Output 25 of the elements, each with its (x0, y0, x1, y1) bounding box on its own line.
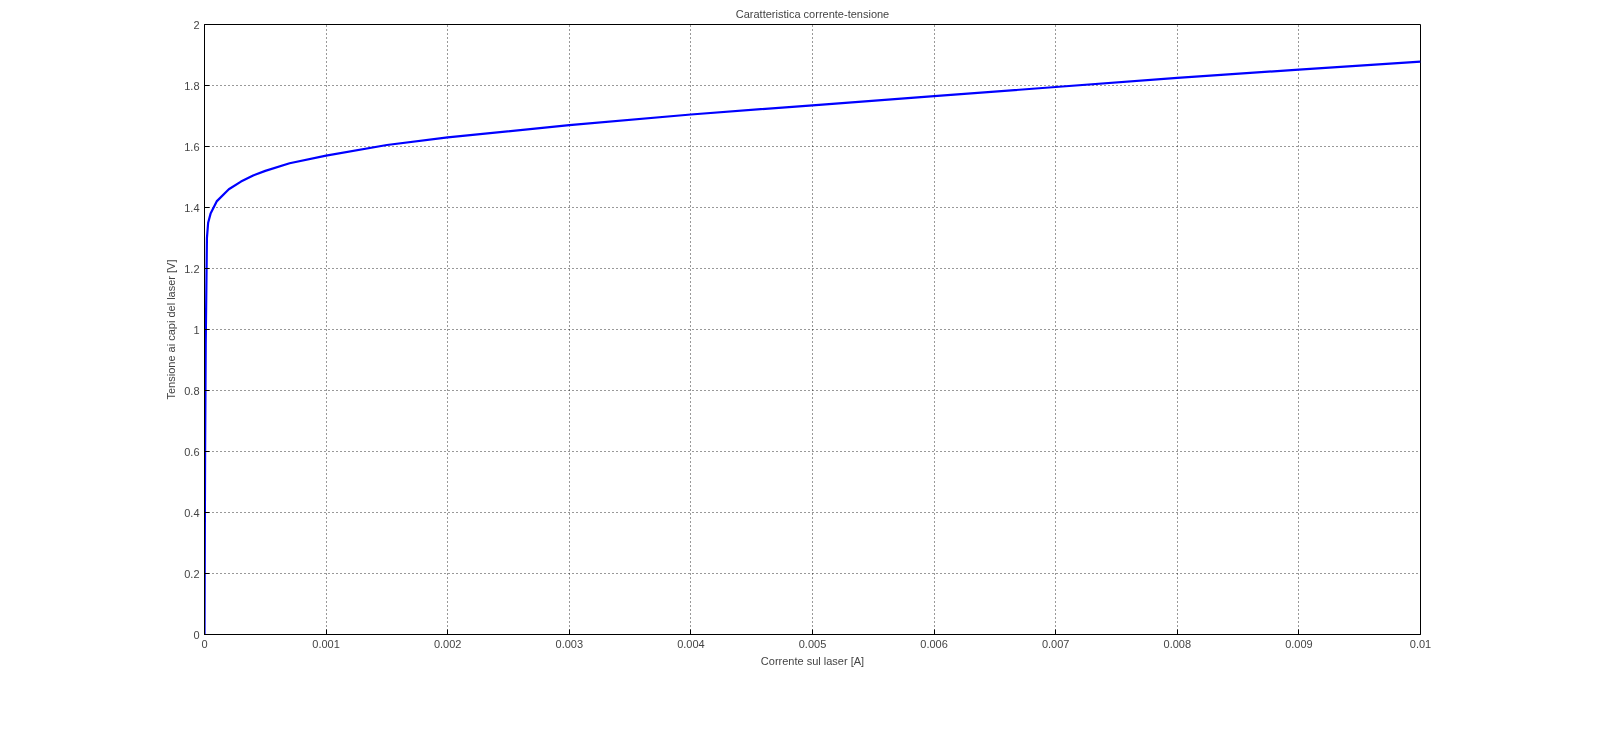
x-tick-label: 0.002 (433, 637, 462, 650)
y-tick-label: 1.4 (184, 201, 200, 214)
x-tick-label: 0.004 (677, 637, 705, 650)
x-tick-label: 0.009 (1285, 637, 1313, 650)
y-tick-label: 1 (193, 323, 200, 336)
x-tick-label: 0.01 (1409, 637, 1432, 650)
x-tick-label: 0.007 (1041, 637, 1070, 650)
x-tick-label: 0 (201, 637, 208, 650)
chart-title: Caratteristica corrente-tensione (735, 7, 890, 20)
x-tick-label: 0.005 (798, 637, 827, 650)
y-tick-label: 0.2 (184, 567, 200, 580)
x-tick-label: 0.001 (312, 637, 340, 650)
y-axis-title: Tensione ai capi del laser [V] (165, 259, 178, 400)
x-axis-title: Corrente sul laser [A] (760, 654, 865, 667)
y-tick-label: 1.2 (184, 262, 200, 275)
x-tick-label: 0.006 (920, 637, 948, 650)
y-tick-label: 1.8 (184, 79, 200, 92)
x-tick-label: 0.008 (1163, 637, 1192, 650)
y-tick-label: 1.6 (184, 140, 200, 153)
y-tick-label: 0.8 (184, 384, 200, 397)
x-tick-label: 0.003 (555, 637, 584, 650)
y-tick-label: 2 (193, 18, 200, 31)
y-tick-label: 0 (193, 628, 200, 641)
y-tick-label: 0.4 (184, 506, 200, 519)
y-tick-label: 0.6 (184, 445, 200, 458)
